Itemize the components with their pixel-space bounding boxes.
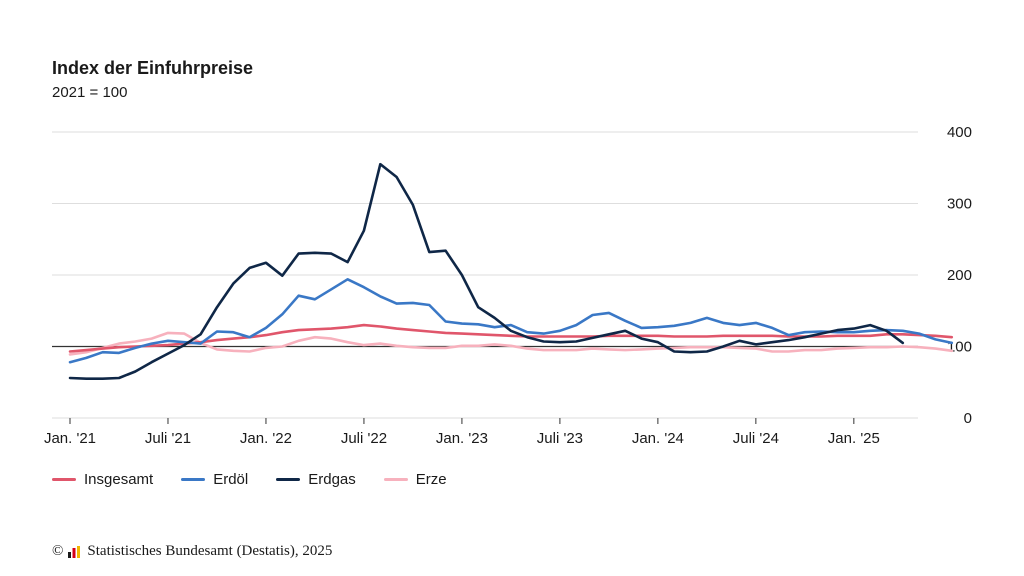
legend-item-erze: Erze <box>383 471 447 488</box>
legend-item-erdgas: Erdgas <box>276 471 356 488</box>
x-tick-label: Jan. '24 <box>632 430 684 447</box>
x-tick-label: Juli '23 <box>537 430 583 447</box>
destatis-logo-icon <box>68 545 81 558</box>
legend-swatch <box>52 478 76 481</box>
source-text: Statistisches Bundesamt (Destatis), 2025 <box>87 543 333 559</box>
series-lines <box>68 162 954 381</box>
chart-title: Index der Einfuhrpreise <box>52 58 254 78</box>
legend-label: Erdgas <box>308 471 356 488</box>
y-tick-label: 100 <box>947 339 972 356</box>
x-tick-label: Juli '22 <box>341 430 387 447</box>
y-tick-label: 300 <box>947 196 972 213</box>
copyright-symbol: © <box>52 543 64 559</box>
series-line-erze <box>68 331 954 356</box>
legend-swatch <box>181 478 206 481</box>
chart-subtitle: 2021 = 100 <box>52 84 128 101</box>
legend: Insgesamt Erdöl Erdgas Erze <box>52 471 475 488</box>
legend-label: Erdöl <box>213 471 249 488</box>
series-line-erd-l <box>68 277 954 364</box>
x-tick-label: Juli '24 <box>733 430 779 447</box>
legend-label: Insgesamt <box>84 471 154 488</box>
series-line-erdgas <box>68 162 905 381</box>
x-axis: Jan. '21 Juli '21 Jan. '22 Juli '22 Jan. '23… <box>44 418 880 447</box>
legend-swatch <box>276 478 301 481</box>
x-tick-label: Jan. '22 <box>240 430 292 447</box>
x-tick-label: Jan. '25 <box>828 430 880 447</box>
legend-swatch <box>383 478 408 481</box>
x-tick-label: Jan. '23 <box>436 430 488 447</box>
legend-label: Erze <box>415 471 447 488</box>
legend-item-erdoel: Erdöl <box>181 471 248 488</box>
y-axis: 0 100 200 300 400 <box>947 124 972 427</box>
x-tick-label: Juli '21 <box>145 430 191 447</box>
grid-lines <box>52 131 918 419</box>
legend-item-insgesamt: Insgesamt <box>52 471 153 488</box>
y-tick-label: 0 <box>964 410 972 427</box>
y-tick-label: 200 <box>947 267 972 284</box>
y-tick-label: 400 <box>947 124 972 141</box>
x-tick-label: Jan. '21 <box>44 430 96 447</box>
source-credit: © Statistisches Bundesamt (Destatis), 20… <box>52 543 332 560</box>
